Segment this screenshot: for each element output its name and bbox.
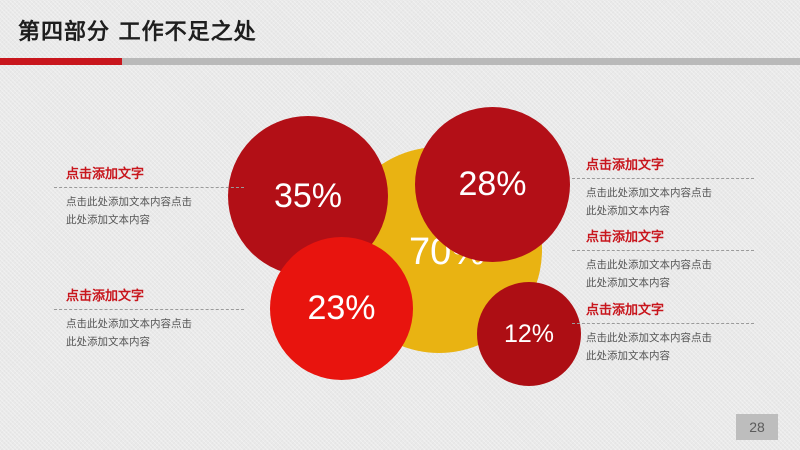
dashed-divider <box>54 309 244 310</box>
text-block-right-1: 点击添加文字 点击此处添加文本内容点击 此处添加文本内容 <box>572 157 754 220</box>
circle-35-label: 35% <box>273 176 343 215</box>
circle-12-darkred: 12% <box>477 282 581 386</box>
text-block-left-top: 点击添加文字 点击此处添加文本内容点击 此处添加文本内容 <box>54 166 244 229</box>
circle-28-darkred: 28% <box>415 107 570 262</box>
block-heading: 点击添加文字 <box>66 289 145 304</box>
block-text-line: 此处添加文本内容 <box>586 277 670 289</box>
text-block-right-3: 点击添加文字 点击此处添加文本内容点击 此处添加文本内容 <box>572 302 754 365</box>
page-title: 第四部分 工作不足之处 <box>18 20 257 45</box>
block-text-line: 点击此处添加文本内容点击 <box>586 259 712 271</box>
block-heading: 点击添加文字 <box>586 158 665 173</box>
block-text-line: 点击此处添加文本内容点击 <box>66 318 192 330</box>
dashed-divider <box>572 250 754 251</box>
page-number: 28 <box>736 414 778 440</box>
block-text-line: 点击此处添加文本内容点击 <box>586 332 712 344</box>
block-text-line: 此处添加文本内容 <box>66 336 150 348</box>
block-heading: 点击添加文字 <box>66 167 145 182</box>
block-heading: 点击添加文字 <box>586 303 665 318</box>
dashed-divider <box>572 178 754 179</box>
block-text-line: 点击此处添加文本内容点击 <box>66 196 192 208</box>
block-text-line: 点击此处添加文本内容点击 <box>586 187 712 199</box>
title-accent-bar <box>0 58 122 65</box>
block-text-line: 此处添加文本内容 <box>586 205 670 217</box>
circle-23-red: 23% <box>270 237 413 380</box>
block-heading: 点击添加文字 <box>586 230 665 245</box>
dashed-divider <box>572 323 754 324</box>
block-text-line: 此处添加文本内容 <box>586 350 670 362</box>
circle-12-label: 12% <box>503 319 555 348</box>
dashed-divider <box>54 187 244 188</box>
block-text-line: 此处添加文本内容 <box>66 214 150 226</box>
text-block-left-bottom: 点击添加文字 点击此处添加文本内容点击 此处添加文本内容 <box>54 288 244 351</box>
text-block-right-2: 点击添加文字 点击此处添加文本内容点击 此处添加文本内容 <box>572 229 754 292</box>
title-underline-bar <box>0 58 800 65</box>
circle-28-label: 28% <box>458 165 527 203</box>
circle-23-label: 23% <box>307 289 376 327</box>
